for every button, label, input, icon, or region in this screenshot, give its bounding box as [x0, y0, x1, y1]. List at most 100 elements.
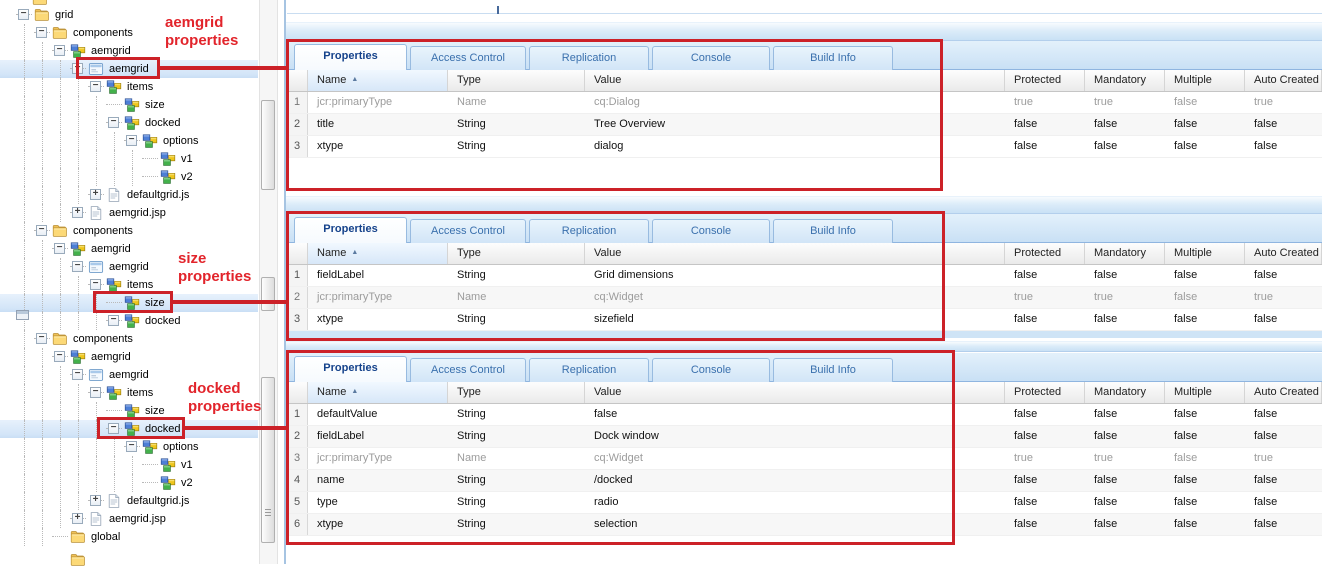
property-row[interactable]: 1 defaultValue String false false false false f…	[287, 404, 1322, 426]
tree-node-aemgrid.jsp[interactable]: + aemgrid.jsp	[0, 204, 258, 222]
collapse-icon[interactable]: −	[54, 351, 65, 362]
collapse-icon[interactable]: −	[108, 315, 119, 326]
tree-node-items[interactable]: − items	[0, 78, 258, 96]
tab-properties[interactable]: Properties	[294, 44, 407, 70]
column-header-value[interactable]: Value	[585, 70, 1005, 91]
collapse-icon[interactable]: −	[36, 27, 47, 38]
tree-node-options[interactable]: − options	[0, 132, 258, 150]
property-row[interactable]: 2 title String Tree Overview false false false…	[287, 114, 1322, 136]
tree-node-v2[interactable]: v2	[0, 474, 258, 492]
column-header-value[interactable]: Value	[585, 243, 1005, 264]
column-header-rownum[interactable]	[287, 243, 308, 264]
tree-node-aemgrid[interactable]: − aemgrid	[0, 240, 258, 258]
tree-node-grid[interactable]: − grid	[0, 6, 258, 24]
tree-node-size[interactable]: size	[0, 294, 258, 312]
tree-node-items[interactable]: − items	[0, 276, 258, 294]
tree-node-size[interactable]: size	[0, 96, 258, 114]
collapse-icon[interactable]: −	[72, 63, 83, 74]
tab-replication[interactable]: Replication	[529, 358, 649, 382]
column-header-protected[interactable]: Protected	[1005, 382, 1085, 403]
tree-node-aemgrid[interactable]: − aemgrid	[0, 42, 258, 60]
tree-node-components[interactable]: − components	[0, 330, 258, 348]
column-header-rownum[interactable]	[287, 382, 308, 403]
column-header-name[interactable]: Name ▲	[308, 70, 448, 91]
property-row[interactable]: 3 jcr:primaryType Name cq:Widget true true fal…	[287, 448, 1322, 470]
scrollbar-thumb[interactable]	[261, 100, 275, 190]
tree-node-v1[interactable]: v1	[0, 150, 258, 168]
property-row[interactable]: 3 xtype String sizefield false false false fals…	[287, 309, 1322, 331]
column-header-multiple[interactable]: Multiple	[1165, 70, 1245, 91]
tree-scrollbar[interactable]	[259, 0, 278, 564]
tree-node-aemgrid[interactable]: − aemgrid	[0, 366, 258, 384]
collapse-icon[interactable]: −	[126, 135, 137, 146]
property-row[interactable]: 5 type String radio false false false false	[287, 492, 1322, 514]
column-header-protected[interactable]: Protected	[1005, 70, 1085, 91]
property-row[interactable]: 3 xtype String dialog false false false false	[287, 136, 1322, 158]
tab-replication[interactable]: Replication	[529, 219, 649, 243]
tree-node-aemgrid[interactable]: − aemgrid	[0, 348, 258, 366]
collapse-icon[interactable]: −	[36, 333, 47, 344]
collapse-icon[interactable]: −	[90, 279, 101, 290]
scrollbar-thumb[interactable]	[261, 377, 275, 543]
tree-node-options[interactable]: − options	[0, 438, 258, 456]
expand-icon[interactable]: +	[90, 189, 101, 200]
tree-node-docked[interactable]: − docked	[0, 312, 258, 330]
column-header-mandatory[interactable]: Mandatory	[1085, 70, 1165, 91]
column-header-auto-created[interactable]: Auto Created	[1245, 243, 1322, 264]
expand-icon[interactable]: +	[72, 513, 83, 524]
column-header-mandatory[interactable]: Mandatory	[1085, 243, 1165, 264]
property-row[interactable]: 1 fieldLabel String Grid dimensions false fal…	[287, 265, 1322, 287]
tab-console[interactable]: Console	[652, 358, 770, 382]
tree-node-aemgrid.jsp[interactable]: + aemgrid.jsp	[0, 510, 258, 528]
expand-icon[interactable]: +	[90, 495, 101, 506]
collapse-icon[interactable]: −	[90, 81, 101, 92]
tree-node-size[interactable]: size	[0, 402, 258, 420]
column-header-multiple[interactable]: Multiple	[1165, 243, 1245, 264]
column-header-type[interactable]: Type	[448, 243, 585, 264]
column-header-multiple[interactable]: Multiple	[1165, 382, 1245, 403]
property-row[interactable]: 1 jcr:primaryType Name cq:Dialog true true fal…	[287, 92, 1322, 114]
collapse-icon[interactable]: −	[90, 387, 101, 398]
tab-properties[interactable]: Properties	[294, 356, 407, 382]
tree-node-v2[interactable]: v2	[0, 168, 258, 186]
tab-build-info[interactable]: Build Info	[773, 358, 893, 382]
property-row[interactable]: 4 name String/docked false false false false	[287, 470, 1322, 492]
tab-console[interactable]: Console	[652, 219, 770, 243]
collapse-icon[interactable]: −	[54, 45, 65, 56]
tree-node-docked[interactable]: − docked	[0, 420, 258, 438]
column-header-type[interactable]: Type	[448, 382, 585, 403]
collapse-icon[interactable]: −	[72, 369, 83, 380]
tree-node-docked[interactable]: − docked	[0, 114, 258, 132]
column-header-type[interactable]: Type	[448, 70, 585, 91]
property-row[interactable]: 2 jcr:primaryType Name cq:Widget true true fal…	[287, 287, 1322, 309]
collapse-icon[interactable]: −	[54, 243, 65, 254]
collapse-icon[interactable]: −	[108, 423, 119, 434]
column-header-protected[interactable]: Protected	[1005, 243, 1085, 264]
column-header-name[interactable]: Name ▲	[308, 243, 448, 264]
tab-properties[interactable]: Properties	[294, 217, 407, 243]
tab-console[interactable]: Console	[652, 46, 770, 70]
column-header-auto-created[interactable]: Auto Created	[1245, 70, 1322, 91]
tree-node-defaultgrid.js[interactable]: + defaultgrid.js	[0, 492, 258, 510]
collapse-icon[interactable]: −	[108, 117, 119, 128]
column-header-auto-created[interactable]: Auto Created	[1245, 382, 1322, 403]
tree-node-components[interactable]: − components	[0, 222, 258, 240]
tree-node-global[interactable]: global	[0, 528, 258, 546]
tab-access-control[interactable]: Access Control	[410, 358, 526, 382]
tree-node-aemgrid[interactable]: − aemgrid	[0, 258, 258, 276]
tab-build-info[interactable]: Build Info	[773, 219, 893, 243]
collapse-icon[interactable]: −	[18, 9, 29, 20]
collapse-icon[interactable]: −	[126, 441, 137, 452]
tab-replication[interactable]: Replication	[529, 46, 649, 70]
column-header-name[interactable]: Name ▲	[308, 382, 448, 403]
tree-node-defaultgrid.js[interactable]: + defaultgrid.js	[0, 186, 258, 204]
property-row[interactable]: 6 xtype String selection false false false fals…	[287, 514, 1322, 536]
column-header-rownum[interactable]	[287, 70, 308, 91]
tree-node-v1[interactable]: v1	[0, 456, 258, 474]
column-header-mandatory[interactable]: Mandatory	[1085, 382, 1165, 403]
tab-build-info[interactable]: Build Info	[773, 46, 893, 70]
collapse-icon[interactable]: −	[36, 225, 47, 236]
tree-node-items[interactable]: − items	[0, 384, 258, 402]
tree-node-components[interactable]: − components	[0, 24, 258, 42]
tree-node-aemgrid[interactable]: − aemgrid	[0, 60, 258, 78]
